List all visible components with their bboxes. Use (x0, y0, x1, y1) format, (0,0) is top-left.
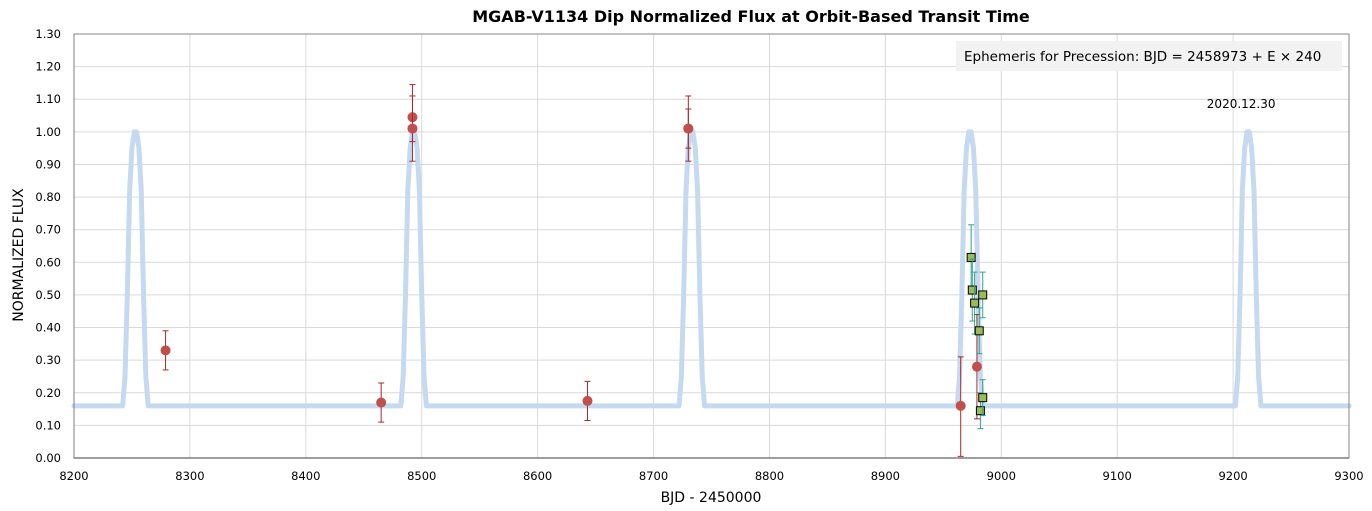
y-axis-title: NORMALIZED FLUX (11, 188, 27, 322)
green-marker (978, 393, 988, 403)
model-curve-layer (71, 129, 1352, 409)
red-marker (160, 345, 171, 356)
red-marker (582, 395, 593, 406)
red-points-layer (160, 84, 982, 457)
y-tick-label: 1.20 (35, 60, 61, 74)
red-marker (407, 123, 418, 134)
green-marker (974, 326, 984, 336)
red-marker (971, 361, 982, 372)
y-tick-label: 0.90 (35, 157, 61, 171)
red-marker (683, 123, 694, 134)
y-tick-label: 1.30 (35, 27, 61, 41)
y-tick-label: 0.60 (35, 255, 61, 269)
x-tick-label: 9100 (1103, 469, 1132, 483)
red-marker (376, 397, 387, 408)
red-marker (955, 400, 966, 411)
ephemeris-box: Ephemeris for Precession: BJD = 2458973 … (956, 41, 1342, 71)
green-data-point (974, 307, 984, 355)
ephemeris-text: Ephemeris for Precession: BJD = 2458973 … (964, 49, 1321, 65)
ephemeris-box-bg (956, 41, 1342, 71)
green-marker (970, 298, 980, 308)
red-data-point (376, 382, 387, 423)
x-tick-label: 8700 (639, 469, 668, 483)
green-marker (975, 406, 985, 416)
x-tick-label: 9200 (1218, 469, 1247, 483)
x-tick-label: 8200 (59, 469, 88, 483)
green-data-point (978, 271, 988, 319)
green-marker (967, 285, 977, 295)
x-tick-label: 8900 (871, 469, 900, 483)
green-data-point (966, 224, 976, 289)
model-curve-line (71, 129, 1352, 409)
x-tick-label: 8400 (291, 469, 320, 483)
green-marker (966, 252, 976, 262)
plot-frame (73, 33, 1350, 459)
grid-layer (74, 33, 1349, 458)
y-tick-label: 0.20 (35, 386, 61, 400)
chart-title: MGAB-V1134 Dip Normalized Flux at Orbit-… (472, 7, 1030, 26)
y-tick-label: 0.80 (35, 190, 61, 204)
x-tick-label: 8500 (407, 469, 436, 483)
y-tick-label: 0.50 (35, 288, 61, 302)
green-squares-layer (966, 224, 988, 430)
x-tick-label: 8600 (523, 469, 552, 483)
axis-layer: 8200 8300 8400 8500 8600 8700 8800 8900 9000 9100… (35, 27, 1363, 483)
x-tick-label: 9300 (1334, 469, 1363, 483)
red-data-point (955, 356, 966, 457)
x-tick-label: 8800 (755, 469, 784, 483)
x-tick-label: 8300 (175, 469, 204, 483)
red-data-point (582, 380, 593, 421)
red-data-point (407, 95, 418, 162)
y-tick-label: 1.00 (35, 125, 61, 139)
red-data-point (683, 95, 694, 162)
x-tick-label: 9000 (987, 469, 1016, 483)
green-data-point (967, 258, 977, 322)
green-data-point (978, 379, 988, 417)
y-tick-label: 0.70 (35, 223, 61, 237)
x-axis-title: BJD - 2450000 (661, 490, 762, 506)
green-data-point (970, 271, 980, 335)
date-annotation: 2020.12.30 (1207, 97, 1276, 111)
y-tick-label: 0.10 (35, 418, 61, 432)
y-tick-label: 0.30 (35, 353, 61, 367)
y-tick-label: 1.10 (35, 92, 61, 106)
y-tick-label: 0.40 (35, 321, 61, 335)
green-marker (978, 290, 988, 300)
red-data-point (160, 330, 171, 371)
y-tick-label: 0.00 (35, 451, 61, 465)
